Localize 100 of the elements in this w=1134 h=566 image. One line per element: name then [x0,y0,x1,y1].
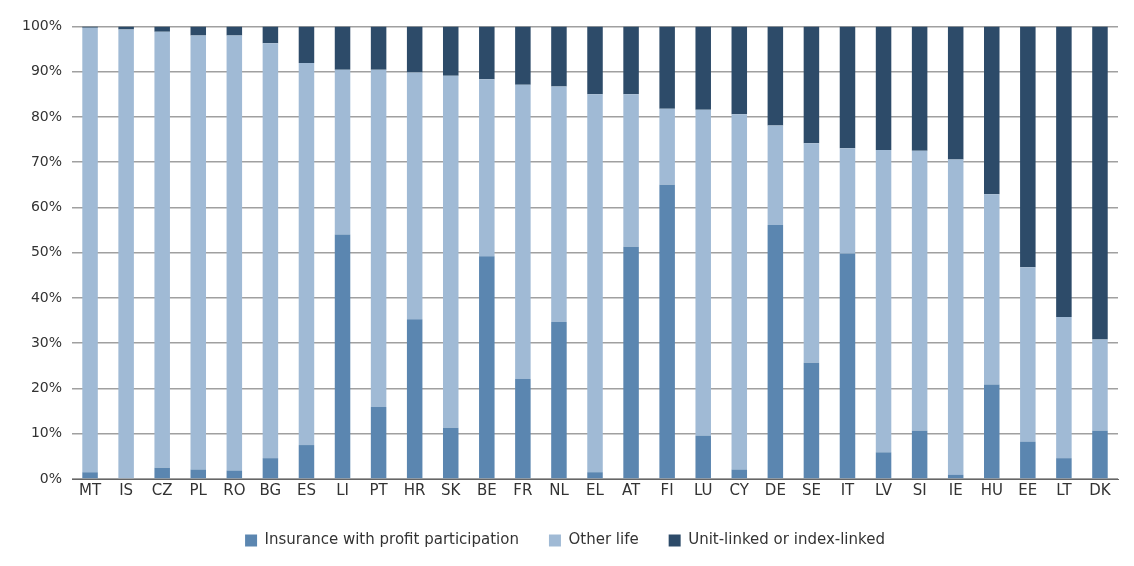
bar [154,467,170,479]
bar [262,26,279,44]
bar [803,143,820,363]
x-tick-label: BG [259,480,282,499]
x-tick-label: DE [764,480,786,499]
bar [875,452,892,479]
bar [767,26,784,126]
bar [623,26,639,95]
bar [370,407,387,479]
y-tick-label: 50% [30,243,63,260]
legend-label: Insurance with profit participation [264,530,519,549]
bar [515,26,531,85]
bar [695,435,711,479]
x-tick-label: AT [621,480,642,499]
bar [298,445,315,479]
bar [731,469,748,479]
bar [839,148,856,254]
bar [695,26,711,110]
x-tick-label: IS [119,480,134,499]
x-tick-label: RO [223,480,246,499]
y-tick-label: 60% [30,198,63,215]
bar [1092,430,1108,479]
bar [515,378,531,479]
bar [1020,26,1036,268]
x-tick-label: LV [875,480,893,499]
bar [82,27,98,473]
bar [154,26,170,32]
y-tick-label: 10% [30,424,63,441]
bar [659,184,675,479]
bar [551,26,567,87]
y-tick-label: 0% [39,469,63,486]
bar [334,234,351,479]
x-tick-label: CZ [151,480,173,499]
bar [406,26,423,73]
bar [767,225,784,479]
x-tick-label: NL [549,480,570,499]
bar [406,72,423,320]
bar [479,256,495,479]
bar [984,194,1000,385]
bar [984,384,1000,479]
bar [551,321,567,479]
bar [984,26,1000,195]
bar [515,84,531,379]
bar [731,26,748,115]
x-tick-label: LU [693,480,713,499]
y-tick-label: 70% [30,152,63,169]
bar [587,26,603,95]
bar [1056,26,1072,317]
bar [839,26,856,149]
x-tick-label: IT [840,480,856,499]
bar [947,159,964,475]
bar [262,458,279,479]
bar [442,75,459,428]
legend-label: Unit-linked or index-linked [688,530,885,549]
bar [1056,316,1072,459]
legend-label: Other life [568,530,639,549]
bar [767,125,784,226]
bar [947,26,964,160]
bar [659,108,675,185]
x-tick-label: DK [1089,480,1112,499]
bar [370,69,387,408]
bar [1020,441,1036,479]
bar [442,427,459,479]
bar [226,35,243,471]
bar [875,26,892,150]
x-tick-label: ES [296,480,316,499]
bar [190,35,207,470]
bar [659,26,675,109]
bar [695,109,711,436]
bar [118,29,134,479]
bar [298,63,315,446]
bar [262,43,279,459]
bar [190,469,207,479]
bar [803,362,820,479]
bar [82,472,98,479]
bar [406,319,423,479]
bar [587,94,603,473]
bar [875,149,892,453]
bar [839,253,856,479]
bar [479,79,495,257]
x-tick-label: PL [189,480,208,499]
x-tick-label: LI [336,480,349,499]
x-tick-label: LT [1056,480,1073,499]
x-tick-label: BE [476,480,497,499]
bar [1092,26,1108,340]
bar [911,430,928,479]
y-tick-label: 30% [30,333,63,350]
x-tick-label: HR [403,480,426,499]
bar [551,86,567,322]
bar [1020,267,1036,442]
y-tick-label: 40% [30,288,63,305]
x-tick-label: HU [980,480,1003,499]
bar [334,26,351,70]
x-tick-label: SE [801,480,821,499]
x-tick-label: SI [912,480,927,499]
bar [370,26,387,70]
bar [298,26,315,64]
bar [911,150,928,431]
x-tick-label: PT [369,480,389,499]
bar [226,470,243,479]
